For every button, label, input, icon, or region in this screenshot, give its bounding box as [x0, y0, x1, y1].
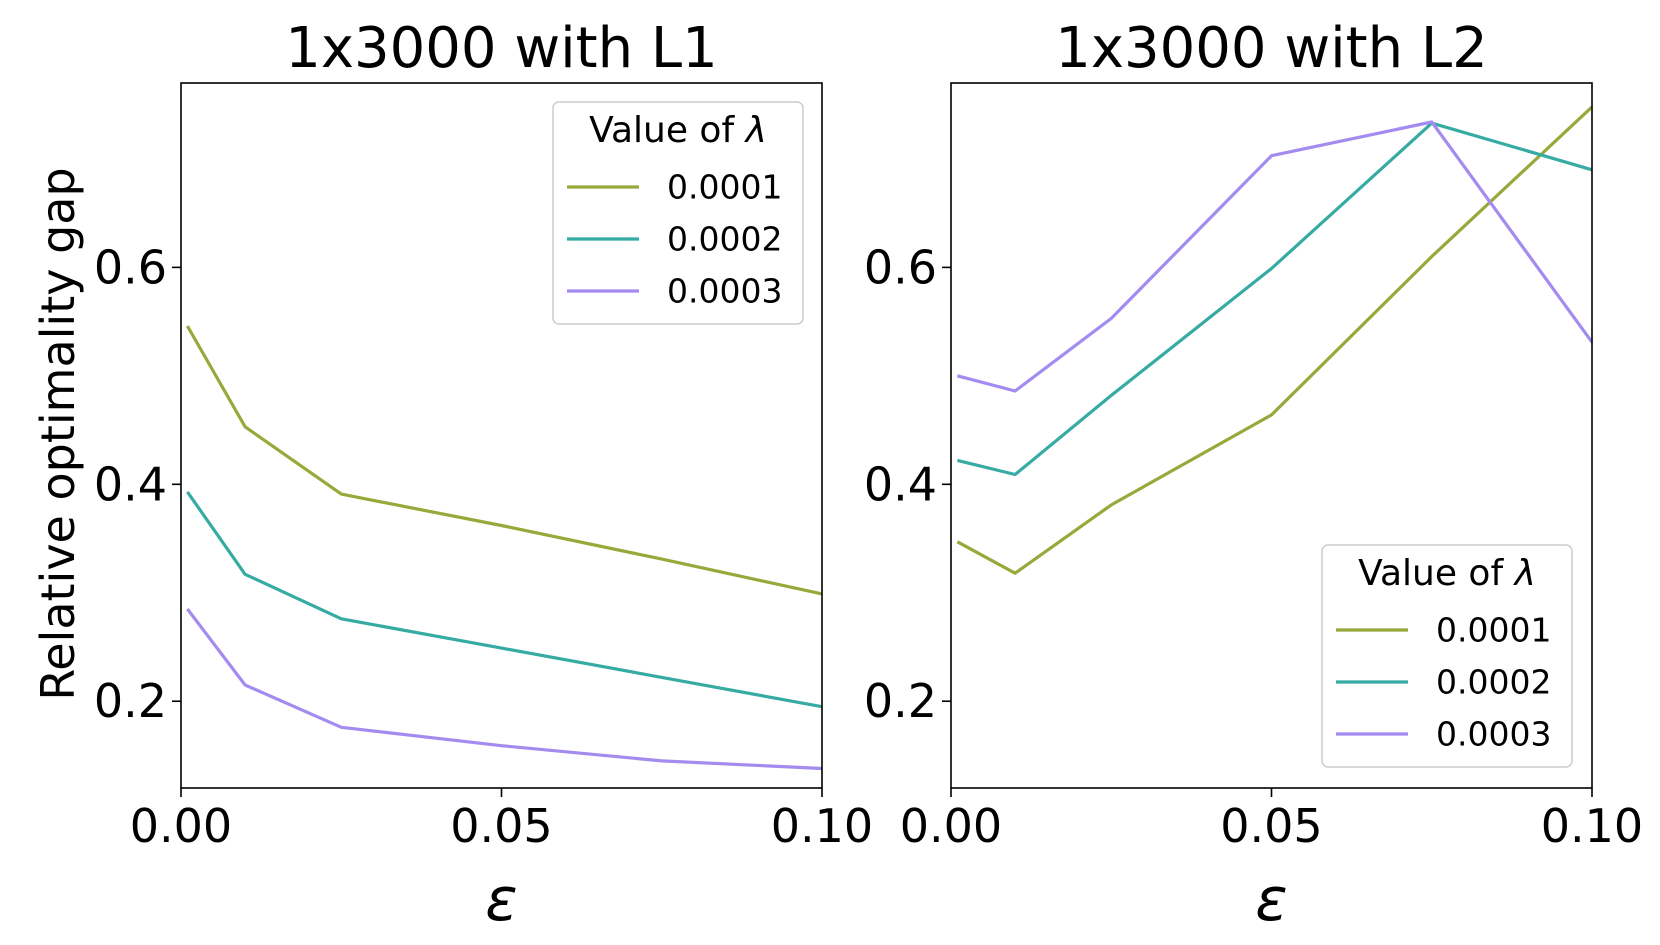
- y-tick-label: 0.6: [864, 240, 937, 294]
- series-line-0.0003: [186, 608, 823, 771]
- legend-title: Value of λ: [1358, 553, 1536, 594]
- y-axis-label: Relative optimality gap: [31, 167, 85, 700]
- legend-item: 0.0003: [567, 272, 782, 311]
- legend-box: [1321, 544, 1573, 768]
- legend-label: 0.0002: [1436, 663, 1551, 702]
- chart-panel-l2: 1x3000 with L2 0.00 0.05 0.10 0.2 0.4 0.6 ε Valu…: [864, 16, 1643, 935]
- legend-item: 0.0002: [567, 220, 782, 259]
- legend-label: 0.0001: [667, 168, 782, 207]
- x-tick-label: 0.00: [130, 799, 232, 853]
- legend-item: 0.0001: [567, 168, 782, 207]
- series-line-0.0003: [956, 120, 1594, 393]
- legend: Value of λ 0.0001 0.0002 0.0003: [552, 101, 804, 325]
- y-tick-label: 0.2: [94, 674, 167, 728]
- x-axis-label: ε: [1255, 865, 1287, 935]
- legend-label: 0.0003: [667, 272, 782, 311]
- series-line-0.0002: [186, 490, 823, 709]
- y-tick-label: 0.6: [94, 240, 167, 294]
- y-tick-label: 0.4: [864, 457, 937, 511]
- chart-title: 1x3000 with L2: [1055, 16, 1488, 81]
- legend-title-symbol: λ: [1513, 553, 1536, 594]
- series-line-0.0002: [957, 121, 1593, 477]
- legend-item: 0.0001: [1336, 611, 1551, 650]
- legend-item: 0.0002: [1336, 663, 1551, 702]
- series-line-0.0001: [186, 325, 823, 596]
- legend-label: 0.0003: [1436, 715, 1551, 754]
- chart-panel-l1: 1x3000 with L1 0.00 0.05 0.10 0.2 0.4 0.6 ε Valu…: [94, 16, 873, 935]
- legend-label: 0.0001: [1436, 611, 1551, 650]
- legend-label: 0.0002: [667, 220, 782, 259]
- x-tick-label: 0.10: [771, 799, 873, 853]
- y-tick-label: 0.4: [94, 457, 167, 511]
- legend-box: [552, 101, 804, 325]
- legend-title-text: Value of: [589, 110, 745, 151]
- legend-title-symbol: λ: [744, 110, 767, 151]
- x-tick-label: 0.10: [1541, 799, 1643, 853]
- legend: Value of λ 0.0001 0.0002 0.0003: [1321, 544, 1573, 768]
- x-tick-label: 0.05: [1220, 799, 1322, 853]
- legend-item: 0.0003: [1336, 715, 1551, 754]
- x-tick-label: 0.05: [450, 799, 552, 853]
- y-tick-label: 0.2: [864, 674, 937, 728]
- series-line-0.0001: [956, 105, 1594, 575]
- x-axis-label: ε: [485, 865, 517, 935]
- legend-title-text: Value of: [1358, 553, 1514, 594]
- x-tick-label: 0.00: [900, 799, 1002, 853]
- legend-title: Value of λ: [589, 110, 767, 151]
- chart-title: 1x3000 with L1: [285, 16, 718, 81]
